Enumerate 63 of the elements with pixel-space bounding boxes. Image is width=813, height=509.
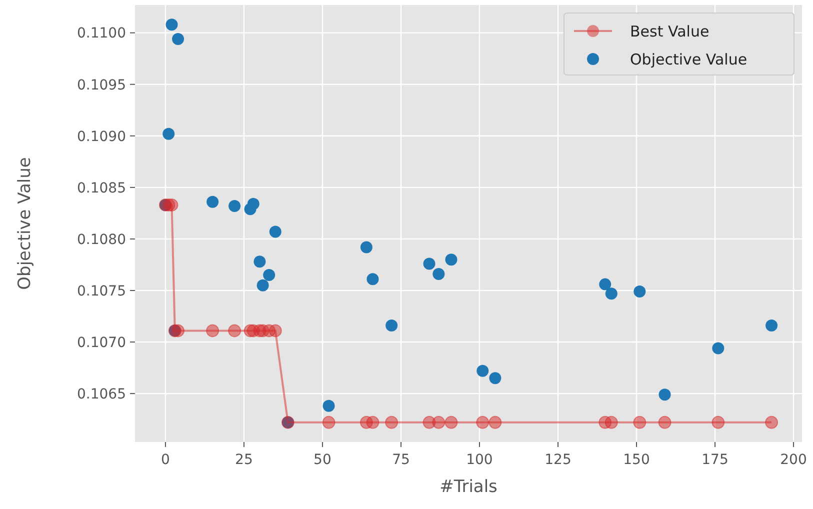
y-axis-title: Objective Value xyxy=(15,157,35,290)
x-tick-label: 75 xyxy=(392,452,410,468)
point xyxy=(269,226,282,238)
x-tick-label: 125 xyxy=(544,452,572,468)
point xyxy=(165,198,178,212)
point xyxy=(263,269,276,282)
point xyxy=(268,324,282,338)
point xyxy=(712,416,725,429)
y-tick-label: 0.1085 xyxy=(77,180,126,196)
x-tick-label: 0 xyxy=(161,452,170,468)
x-axis-title: #Trials xyxy=(440,477,498,497)
x-tick-label: 50 xyxy=(314,452,332,468)
point xyxy=(247,198,260,210)
point xyxy=(172,33,184,46)
point xyxy=(228,324,242,338)
point xyxy=(605,288,618,300)
x-tick-label: 175 xyxy=(702,452,728,468)
point xyxy=(206,324,220,338)
point xyxy=(633,416,646,429)
point xyxy=(599,278,612,290)
point xyxy=(366,273,379,286)
point xyxy=(445,254,458,266)
point xyxy=(366,416,380,429)
point xyxy=(172,324,185,338)
point xyxy=(423,258,436,270)
point xyxy=(166,18,178,31)
y-tick-label: 0.1100 xyxy=(77,26,126,42)
point xyxy=(322,416,336,429)
y-tick-label: 0.1095 xyxy=(77,77,126,94)
point xyxy=(476,364,489,377)
point xyxy=(766,320,778,332)
y-tick-label: 0.1090 xyxy=(77,128,126,145)
y-tick-label: 0.1075 xyxy=(77,283,126,300)
point xyxy=(604,416,618,429)
point xyxy=(488,416,502,429)
point xyxy=(658,416,672,429)
x-tick-label: 200 xyxy=(780,452,807,468)
point xyxy=(658,388,671,401)
y-tick-label: 0.1065 xyxy=(77,386,126,402)
point xyxy=(432,268,445,280)
y-tick-label: 0.1080 xyxy=(77,232,126,248)
point xyxy=(712,342,724,354)
point xyxy=(476,416,490,429)
legend-label: Objective Value xyxy=(630,50,748,68)
point xyxy=(254,256,266,268)
x-tick-label: 100 xyxy=(466,452,493,468)
point xyxy=(444,416,458,429)
legend-label: Best Value xyxy=(630,22,710,40)
point xyxy=(634,286,646,298)
point xyxy=(385,416,398,429)
point xyxy=(256,279,269,292)
point xyxy=(162,128,175,140)
x-tick-label: 150 xyxy=(623,452,650,468)
y-tick-label: 0.1070 xyxy=(77,334,126,351)
point xyxy=(228,200,241,212)
point xyxy=(206,196,219,208)
point xyxy=(386,320,398,332)
point xyxy=(322,400,335,412)
x-tick-label: 25 xyxy=(235,452,253,468)
point xyxy=(489,372,502,384)
point xyxy=(432,416,446,429)
point xyxy=(765,416,778,429)
point xyxy=(360,241,372,254)
